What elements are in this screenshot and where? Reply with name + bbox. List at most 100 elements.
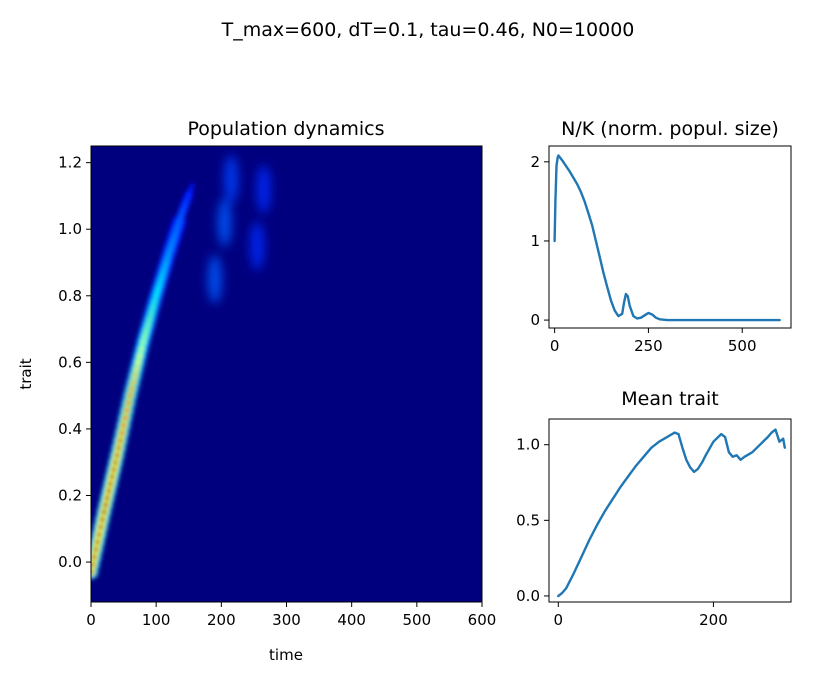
- heatmap-ridge-cell: [181, 205, 187, 211]
- heatmap-ytick-label: 0.8: [58, 287, 82, 305]
- heatmap-ytick-label: 0.2: [58, 486, 82, 504]
- heatmap-ridge-cell: [158, 277, 164, 283]
- mean-trait-ytick-label: 1.0: [516, 436, 540, 454]
- heatmap-ridge-cell: [152, 299, 158, 305]
- heatmap-ridge-cell: [165, 255, 171, 261]
- nk-xtick-label: 500: [728, 337, 757, 355]
- nk-xtick-label: 250: [634, 337, 663, 355]
- heatmap-ridge-cell: [108, 481, 114, 487]
- mean-trait-panel: Mean trait 0 200 0.0 0.5 1.0: [516, 388, 792, 629]
- heatmap-ridge-cell: [161, 266, 167, 272]
- heatmap-xtick-label: 300: [272, 611, 301, 629]
- heatmap-ridge-cell: [116, 445, 122, 451]
- heatmap-ridge-cell: [153, 293, 159, 299]
- mean-trait-xtick-label: 0: [554, 611, 564, 629]
- nk-ytick-label: 2: [530, 153, 540, 171]
- heatmap-ridge-cell: [125, 400, 131, 406]
- nk-xtick-label: 0: [550, 337, 560, 355]
- mean-trait-frame: [548, 418, 792, 603]
- heatmap-ridge-cell: [163, 260, 169, 266]
- heatmap-faint-patch: [256, 165, 271, 214]
- heatmap-ridge-cell: [166, 250, 172, 256]
- heatmap-ridge-cell: [156, 282, 162, 288]
- heatmap-ridge-cell: [127, 393, 133, 399]
- heatmap-ytick-label: 1.2: [58, 154, 82, 172]
- heatmap-ridge-cell: [145, 322, 151, 328]
- mean-trait-xtick-label: 200: [699, 611, 728, 629]
- mean-trait-title: Mean trait: [621, 388, 718, 410]
- heatmap-ridge-cell: [160, 271, 166, 277]
- heatmap-ridge-cell: [173, 230, 179, 236]
- heatmap-ridge-cell: [184, 196, 190, 202]
- heatmap-ridge-cell: [104, 495, 110, 501]
- mean-trait-ytick-label: 0.5: [516, 511, 540, 529]
- heatmap-xlabel: time: [269, 646, 303, 664]
- heatmap-ridge-cell: [96, 532, 102, 538]
- heatmap-ridge-cell: [119, 430, 125, 436]
- figure-suptitle: T_max=600, dT=0.1, tau=0.46, N0=10000: [221, 19, 635, 41]
- nk-panel: N/K (norm. popul. size) 0 250 500 0 1 2: [530, 118, 792, 355]
- heatmap-ridge-cell: [109, 474, 115, 480]
- mean-trait-series-line: [557, 428, 786, 598]
- heatmap-ridge-cell: [93, 547, 99, 553]
- heatmap-ridge-cell: [91, 554, 97, 560]
- mean-trait-ytick-label: 0.0: [516, 587, 540, 605]
- heatmap-xtick-label: 600: [468, 611, 497, 629]
- heatmap-ridge-cell: [171, 235, 177, 241]
- nk-series-line: [553, 154, 781, 322]
- heatmap-ridge-cell: [91, 562, 96, 568]
- heatmap-xtick-label: 100: [142, 611, 171, 629]
- heatmap-ytick-label: 1.0: [58, 220, 82, 238]
- heatmap-ridge-cell: [112, 460, 118, 466]
- heatmap-ytick-label: 0.4: [58, 420, 82, 438]
- heatmap-ridge-cell: [139, 346, 145, 352]
- heatmap-ytick-label: 0.6: [58, 353, 82, 371]
- heatmap-ridge-cell: [99, 517, 105, 523]
- heatmap-ridge-cell: [130, 379, 136, 385]
- heatmap-ridge-cell: [91, 569, 94, 575]
- heatmap-ridge-cell: [150, 304, 156, 310]
- heatmap-ridge-cell: [129, 386, 135, 392]
- heatmap-ridge-cell: [169, 240, 175, 246]
- nk-ytick-label: 1: [530, 232, 540, 250]
- heatmap-panel: Population dynamics 0 100 200 300 400 500 600 …: [17, 118, 496, 664]
- heatmap-ridge-cell: [176, 220, 182, 226]
- nk-title: N/K (norm. popul. size): [561, 118, 779, 140]
- heatmap-ridge-cell: [182, 201, 188, 207]
- heatmap-faint-patch: [217, 198, 232, 247]
- heatmap-ridge-cell: [148, 310, 154, 316]
- heatmap-faint-patch: [207, 255, 222, 304]
- heatmap-title: Population dynamics: [188, 118, 385, 140]
- heatmap-ridge-cell: [106, 488, 112, 494]
- heatmap-ridge-cell: [124, 408, 130, 414]
- heatmap-ridge-cell: [140, 339, 146, 345]
- heatmap-ridge-cell: [103, 502, 109, 508]
- heatmap-ridge-cell: [143, 328, 149, 334]
- heatmap-ridge-cell: [101, 509, 107, 515]
- heatmap-ridge-cell: [189, 183, 195, 189]
- heatmap-ridge-cell: [179, 210, 185, 216]
- heatmap-faint-patch: [250, 221, 265, 270]
- heatmap-background: [91, 146, 482, 602]
- heatmap-ridge-cell: [98, 524, 104, 530]
- heatmap-ridge-cell: [187, 187, 193, 193]
- heatmap-xtick-label: 400: [337, 611, 366, 629]
- heatmap-ridge-cell: [147, 316, 153, 322]
- heatmap-ridge-cell: [121, 423, 127, 429]
- heatmap-xtick-label: 0: [86, 611, 96, 629]
- heatmap-ridge-cell: [174, 225, 180, 231]
- heatmap-faint-patch: [224, 155, 239, 204]
- heatmap-ridge-cell: [155, 287, 161, 293]
- heatmap-ridge-cell: [142, 334, 148, 340]
- heatmap-xtick-label: 200: [207, 611, 236, 629]
- heatmap-xtick-label: 500: [403, 611, 432, 629]
- heatmap-ridge-cell: [178, 215, 184, 221]
- heatmap-ylabel: trait: [17, 358, 35, 389]
- heatmap-ytick-label: 0.0: [58, 553, 82, 571]
- heatmap-ridge-cell: [168, 245, 174, 251]
- heatmap-ridge-cell: [186, 192, 192, 198]
- heatmap-ridge-cell: [111, 467, 117, 473]
- heatmap-ridge-cell: [114, 453, 120, 459]
- heatmap-ridge-cell: [137, 353, 143, 359]
